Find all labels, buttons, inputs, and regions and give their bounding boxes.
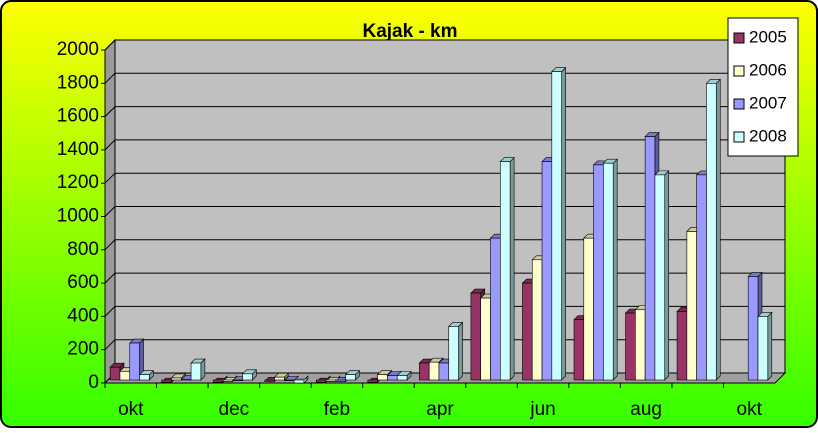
bar-face <box>626 313 636 380</box>
bar-face <box>594 165 604 380</box>
legend-label: 2006 <box>749 60 787 79</box>
bar-face <box>471 293 481 380</box>
legend-label: 2008 <box>749 126 787 145</box>
bar-face <box>500 162 510 380</box>
bar-face <box>265 380 275 381</box>
y-tick-label: 800 <box>67 239 99 260</box>
bar-face <box>368 380 378 382</box>
bar-face <box>522 283 532 380</box>
bar-face <box>439 363 449 380</box>
bar <box>243 370 257 380</box>
bar-face <box>542 162 552 380</box>
y-tick-label: 400 <box>67 305 99 326</box>
bar-face <box>584 238 594 380</box>
bar <box>706 79 720 380</box>
bar <box>603 159 617 380</box>
bar-face <box>130 343 140 380</box>
bar-face <box>716 79 720 380</box>
bar-face <box>316 380 326 382</box>
bar-face <box>665 171 669 380</box>
y-tick-label: 1400 <box>57 139 99 160</box>
bar-face <box>191 363 201 380</box>
bar <box>552 68 566 380</box>
legend-swatch <box>734 66 744 76</box>
x-tick-label: okt <box>737 399 763 420</box>
bar-face <box>326 380 336 381</box>
bar-face <box>162 380 172 382</box>
bar-face <box>687 231 697 380</box>
bar-face <box>574 320 584 380</box>
legend-label: 2007 <box>749 93 787 112</box>
bar <box>449 322 463 380</box>
bar-face <box>552 72 562 380</box>
bar-face <box>706 83 716 380</box>
bar-face <box>346 375 356 380</box>
y-tick-label: 0 <box>88 372 99 393</box>
bar-face <box>491 238 501 380</box>
bar-face <box>120 371 130 380</box>
x-tick-label: okt <box>118 399 144 420</box>
bar-face <box>419 363 429 380</box>
bar-face <box>481 298 491 380</box>
bar-face <box>510 158 514 380</box>
bar-face <box>171 378 181 380</box>
bar-face <box>459 322 463 380</box>
x-tick-label: aug <box>630 399 662 420</box>
bar-face <box>378 375 388 380</box>
bar-face <box>603 163 613 380</box>
x-tick-label: jun <box>529 399 555 420</box>
y-tick-label: 600 <box>67 272 99 293</box>
bar-face <box>635 310 645 380</box>
bar-face <box>532 260 542 380</box>
bar-face <box>429 362 439 380</box>
bar-face <box>223 380 233 381</box>
bar-face <box>748 276 758 380</box>
bar-face <box>294 380 304 383</box>
bar <box>500 158 514 380</box>
bar-face <box>233 380 243 381</box>
bar-face <box>397 376 407 380</box>
bar <box>758 312 772 380</box>
bar-face <box>562 68 566 380</box>
bar-face <box>275 377 285 380</box>
bar-face <box>284 380 294 381</box>
chart-title: Kajak - km <box>362 21 457 42</box>
x-tick-label: apr <box>426 399 454 420</box>
bar-face <box>387 376 397 380</box>
bar-face <box>613 159 617 380</box>
y-tick-label: 1000 <box>57 206 99 227</box>
bar-face <box>140 375 150 380</box>
y-tick-label: 200 <box>67 339 99 360</box>
legend-swatch <box>734 33 744 43</box>
y-tick-label: 1600 <box>57 106 99 127</box>
legend-swatch <box>734 99 744 109</box>
bar-face <box>655 175 665 380</box>
bar-face <box>110 367 120 380</box>
bar <box>655 171 669 380</box>
bar-face <box>213 380 223 382</box>
y-tick-label: 1200 <box>57 172 99 193</box>
legend-label: 2005 <box>749 27 787 46</box>
y-tick-label: 1800 <box>57 72 99 93</box>
bar-face <box>243 374 253 380</box>
bar-face <box>697 175 707 380</box>
bar-face <box>645 137 655 380</box>
bar <box>191 359 205 380</box>
bar-face <box>758 316 768 380</box>
bar-face <box>449 326 459 380</box>
y-tick-label: 2000 <box>57 39 99 60</box>
bar-face <box>336 380 346 381</box>
x-tick-label: dec <box>219 399 250 420</box>
x-tick-label: feb <box>324 399 350 420</box>
legend-swatch <box>734 132 744 142</box>
bar-face <box>768 312 772 380</box>
bar-face <box>677 311 687 380</box>
